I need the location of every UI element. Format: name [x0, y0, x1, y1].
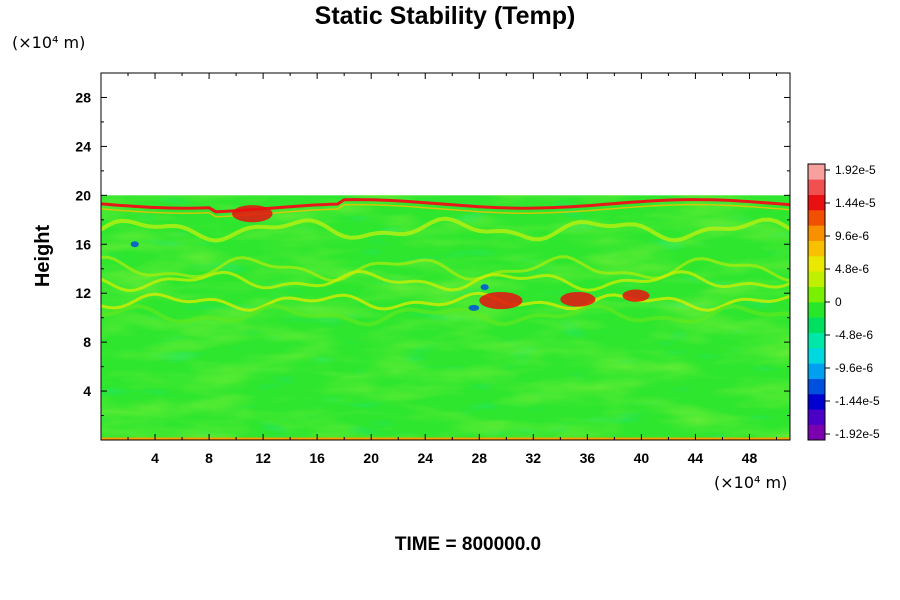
y-axis-label: Height — [32, 225, 54, 288]
x-tick-label: 44 — [688, 450, 704, 466]
y-tick-label: 20 — [75, 187, 91, 203]
x-axis-units: (×10⁴ m) — [714, 473, 787, 492]
y-tick-label: 16 — [75, 236, 91, 252]
colorbar-swatch — [808, 179, 825, 195]
time-label: TIME = 800000.0 — [395, 534, 541, 555]
colorbar-label: -9.6e-6 — [835, 361, 873, 375]
colorbar-swatch — [808, 317, 825, 333]
field-band — [99, 216, 792, 243]
x-tick-label: 40 — [634, 450, 650, 466]
colorbar-swatch — [808, 286, 825, 303]
chart-title: Static Stability (Temp) — [315, 2, 576, 30]
y-axis-units: (×10⁴ m) — [12, 33, 85, 52]
y-axis-ticks: 4 8 12 16 20 24 28 — [75, 89, 790, 417]
x-tick-label: 36 — [580, 450, 596, 466]
x-tick-label: 12 — [255, 450, 271, 466]
colorbar-swatch — [808, 271, 825, 287]
y-tick-label: 4 — [83, 383, 91, 399]
colorbar-swatch — [808, 348, 825, 364]
x-axis-ticks: 4 8 12 16 20 24 28 32 36 40 44 48 — [127, 73, 777, 466]
field-band — [100, 269, 791, 293]
plot-border — [100, 72, 791, 441]
y-tick-label: 28 — [75, 89, 91, 105]
colorbar-swatch — [808, 363, 825, 379]
colorbar-swatch — [808, 332, 825, 349]
colorbar-swatch — [808, 394, 825, 410]
field-band — [101, 255, 791, 283]
colorbar-swatch — [808, 302, 825, 318]
field-band — [100, 291, 791, 312]
colorbar-label: -1.44e-5 — [835, 394, 880, 408]
colorbar-swatch — [808, 194, 825, 211]
field-blob-blue — [130, 241, 139, 248]
y-tick-label: 12 — [75, 285, 91, 301]
field-band-red — [100, 198, 791, 214]
x-tick-label: 8 — [205, 450, 213, 466]
field-blob — [479, 291, 523, 310]
y-tick-label: 8 — [83, 334, 91, 350]
colorbar: 1.92e-5 1.44e-5 9.6e-6 4.8e-6 0 -4.8e-6 -9.6e-… — [807, 163, 880, 441]
colorbar-label: 0 — [835, 295, 842, 309]
colorbar-swatch — [808, 409, 825, 425]
x-tick-label: 32 — [526, 450, 542, 466]
colorbar-swatch — [808, 210, 825, 226]
colorbar-label: 4.8e-6 — [835, 262, 869, 276]
colorbar-label: -1.92e-5 — [835, 427, 880, 441]
x-tick-label: 24 — [417, 450, 433, 466]
colorbar-swatch — [808, 240, 825, 257]
y-tick-label: 24 — [75, 138, 91, 154]
field-band-orange — [100, 203, 791, 218]
plot-frame — [100, 72, 791, 441]
colorbar-swatch — [808, 378, 825, 395]
x-tick-label: 28 — [471, 450, 487, 466]
colorbar-swatch — [808, 256, 825, 272]
x-tick-label: 48 — [742, 450, 758, 466]
field-band — [100, 303, 791, 327]
plot-field — [99, 195, 792, 440]
x-tick-label: 16 — [309, 450, 325, 466]
colorbar-label: 1.44e-5 — [835, 196, 876, 210]
field-blob — [232, 205, 273, 223]
x-tick-label: 20 — [363, 450, 379, 466]
field-blob-blue — [468, 304, 480, 311]
field-blob — [622, 289, 650, 302]
colorbar-label: 1.92e-5 — [835, 163, 876, 177]
colorbar-swatch — [808, 225, 825, 241]
field-blob — [560, 291, 596, 307]
colorbar-swatch — [808, 164, 825, 180]
field-blob-blue — [480, 284, 489, 291]
colorbar-label: 9.6e-6 — [835, 229, 869, 243]
x-tick-label: 4 — [151, 450, 159, 466]
colorbar-label: -4.8e-6 — [835, 328, 873, 342]
colorbar-swatch — [808, 424, 825, 441]
